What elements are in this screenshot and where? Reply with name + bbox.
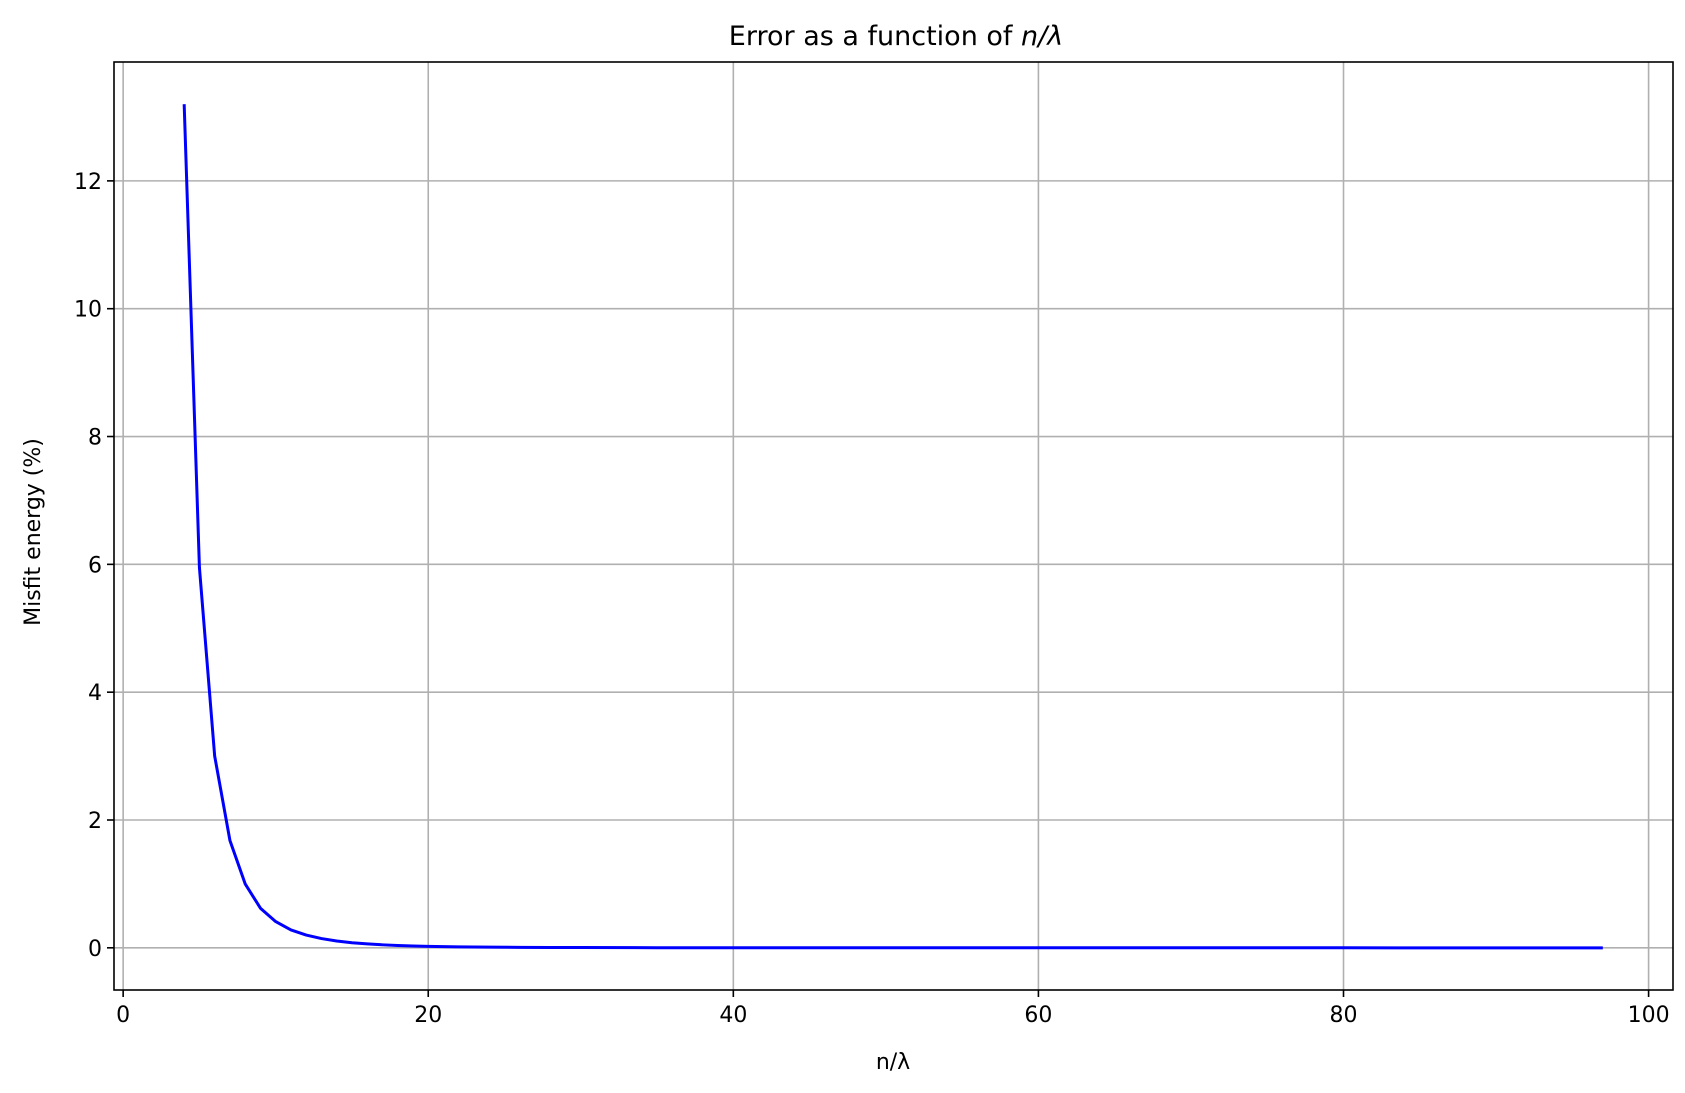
y-tick-label-1: 2	[88, 809, 102, 834]
chart-title-prefix: Error as a function of	[729, 21, 1021, 52]
y-axis-label: Misfit energy (%)	[21, 438, 46, 626]
axis-ticks: 0 20 40 60 80 100 0 2 4 6 8 10 12	[74, 170, 1670, 1028]
series-line	[182, 104, 1603, 950]
x-axis-label: n/λ	[876, 1050, 910, 1075]
y-tick-label-4: 8	[88, 426, 102, 451]
x-tick-label-5: 100	[1628, 1003, 1670, 1028]
chart-title: Error as a function of n/λ	[729, 21, 1063, 52]
y-tick-label-6: 12	[74, 170, 102, 195]
x-tick-label-2: 40	[719, 1003, 747, 1028]
x-tick-label-4: 80	[1330, 1003, 1358, 1028]
x-tick-label-3: 60	[1024, 1003, 1052, 1028]
y-tick-label-5: 10	[74, 298, 102, 323]
x-tick-label-0: 0	[116, 1003, 130, 1028]
y-tick-label-2: 4	[88, 681, 102, 706]
y-tick-label-0: 0	[88, 937, 102, 962]
grid-lines	[114, 62, 1673, 990]
plot-frame	[113, 61, 1674, 991]
chart-title-math: n/λ	[1021, 21, 1063, 52]
x-tick-label-1: 20	[414, 1003, 442, 1028]
y-tick-label-3: 6	[88, 553, 102, 578]
